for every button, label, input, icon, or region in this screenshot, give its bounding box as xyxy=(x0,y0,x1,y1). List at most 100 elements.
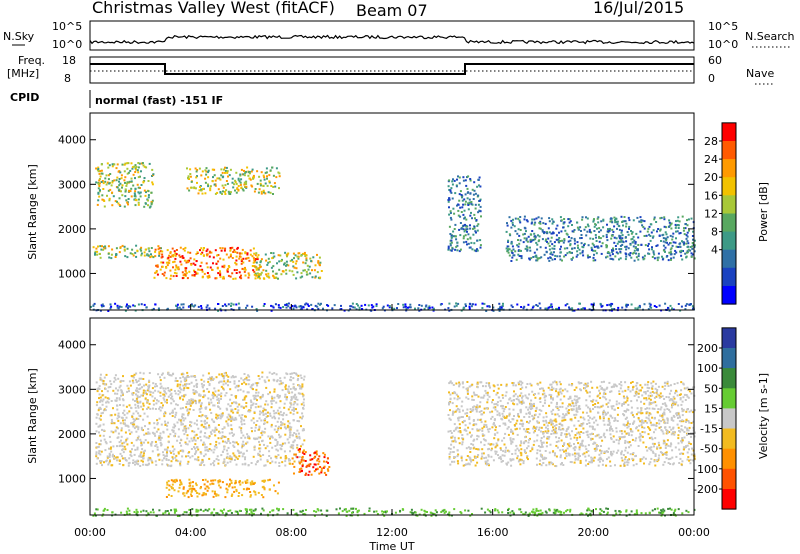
echo-cell xyxy=(228,266,231,269)
echo-cell xyxy=(121,244,124,247)
echo-cell xyxy=(278,436,281,439)
echo-cell xyxy=(297,374,300,377)
echo-cell xyxy=(243,183,246,186)
echo-cell xyxy=(510,240,513,243)
echo-cell xyxy=(182,375,185,378)
echo-cell xyxy=(492,306,495,309)
echo-cell xyxy=(159,439,162,441)
echo-cell xyxy=(613,236,616,239)
echo-cell xyxy=(232,440,235,443)
echo-cell xyxy=(455,302,458,305)
echo-cell xyxy=(121,392,124,395)
echo-cell xyxy=(238,380,241,383)
echo-cell xyxy=(276,492,279,495)
echo-cell xyxy=(268,180,271,183)
echo-cell xyxy=(123,170,126,173)
echo-cell xyxy=(483,423,486,426)
echo-cell xyxy=(637,255,640,258)
echo-cell xyxy=(464,200,467,203)
echo-cell xyxy=(138,455,141,458)
echo-cell xyxy=(525,396,528,399)
echo-cell xyxy=(200,189,203,192)
echo-cell xyxy=(181,416,184,419)
echo-cell xyxy=(358,306,361,309)
echo-cell xyxy=(95,442,98,444)
echo-cell xyxy=(110,184,113,187)
echo-cell xyxy=(187,489,190,492)
echo-cell xyxy=(116,408,119,411)
echo-cell xyxy=(142,378,145,380)
echo-cell xyxy=(528,415,531,418)
echo-cell xyxy=(628,446,631,449)
echo-cell xyxy=(131,392,134,395)
echo-cell xyxy=(340,304,342,307)
echo-cell xyxy=(226,170,229,173)
echo-cell xyxy=(260,171,263,174)
echo-cell xyxy=(246,252,249,255)
echo-cell xyxy=(660,420,663,423)
echo-cell xyxy=(217,494,220,497)
echo-cell xyxy=(451,392,454,395)
echo-cell xyxy=(259,397,262,400)
echo-cell xyxy=(242,379,245,382)
echo-cell xyxy=(218,484,221,487)
echo-cell xyxy=(680,249,683,252)
echo-cell xyxy=(322,466,325,469)
echo-cell xyxy=(271,372,274,375)
echo-cell xyxy=(244,186,246,188)
echo-cell xyxy=(665,396,668,398)
echo-cell xyxy=(609,257,612,260)
echo-cell xyxy=(203,384,205,387)
echo-cell xyxy=(566,252,569,255)
echo-cell xyxy=(256,461,259,463)
echo-cell xyxy=(485,392,488,395)
echo-cell xyxy=(304,303,307,306)
echo-cell xyxy=(648,403,651,406)
echo-cell xyxy=(459,248,462,251)
echo-cell xyxy=(162,261,165,264)
echo-cell xyxy=(531,390,534,393)
echo-cell xyxy=(270,423,273,426)
echo-cell xyxy=(472,391,475,394)
echo-cell xyxy=(469,179,472,182)
echo-cell xyxy=(201,268,204,271)
echo-cell xyxy=(210,401,213,404)
echo-cell xyxy=(102,398,105,401)
echo-cell xyxy=(131,448,133,451)
echo-cell xyxy=(633,239,636,242)
echo-cell xyxy=(274,461,277,464)
echo-cell xyxy=(284,455,287,457)
echo-cell xyxy=(449,244,452,247)
echo-cell xyxy=(122,393,124,396)
echo-cell xyxy=(116,163,119,166)
echo-cell xyxy=(135,255,138,258)
echo-cell xyxy=(225,407,228,410)
echo-cell xyxy=(303,453,306,455)
echo-cell xyxy=(197,192,200,195)
echo-cell xyxy=(134,403,137,406)
echo-cell xyxy=(687,441,690,444)
echo-cell xyxy=(466,381,469,383)
echo-cell xyxy=(218,431,221,434)
echo-cell xyxy=(302,429,305,432)
echo-cell xyxy=(281,270,284,273)
echo-cell xyxy=(562,241,565,244)
echo-cell xyxy=(167,387,170,389)
echo-cell xyxy=(592,302,595,305)
echo-cell xyxy=(655,221,658,223)
echo-cell xyxy=(235,384,238,387)
echo-cell xyxy=(658,419,660,422)
echo-cell xyxy=(182,256,185,259)
echo-cell xyxy=(181,407,184,410)
echo-cell xyxy=(275,401,278,404)
echo-cell xyxy=(97,425,100,428)
echo-cell xyxy=(463,217,466,220)
echo-cell xyxy=(659,408,662,411)
echo-cell xyxy=(225,371,227,374)
echo-cell xyxy=(114,378,117,381)
echo-cell xyxy=(190,437,193,440)
echo-cell xyxy=(287,390,290,393)
echo-cell xyxy=(678,220,681,223)
echo-cell xyxy=(256,399,258,402)
echo-cell xyxy=(103,246,105,249)
